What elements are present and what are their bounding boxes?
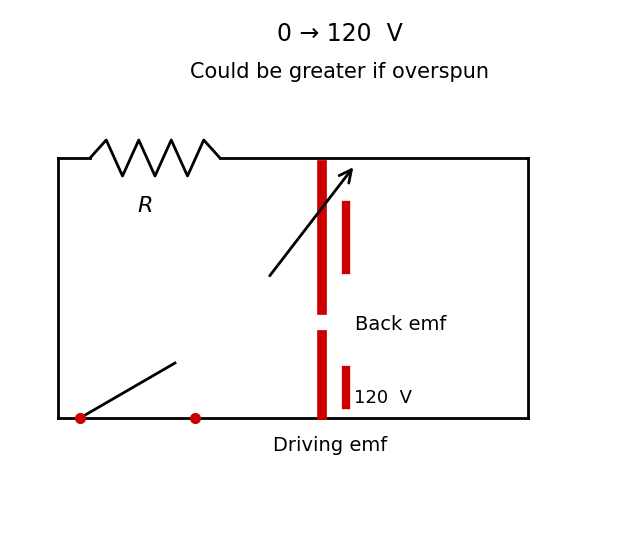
Text: R: R — [138, 196, 152, 216]
Text: 0 → 120  V: 0 → 120 V — [277, 22, 403, 46]
Text: 120  V: 120 V — [354, 389, 412, 407]
Text: Back emf: Back emf — [355, 315, 446, 334]
Text: Driving emf: Driving emf — [273, 436, 387, 455]
Text: Could be greater if overspun: Could be greater if overspun — [191, 62, 489, 82]
